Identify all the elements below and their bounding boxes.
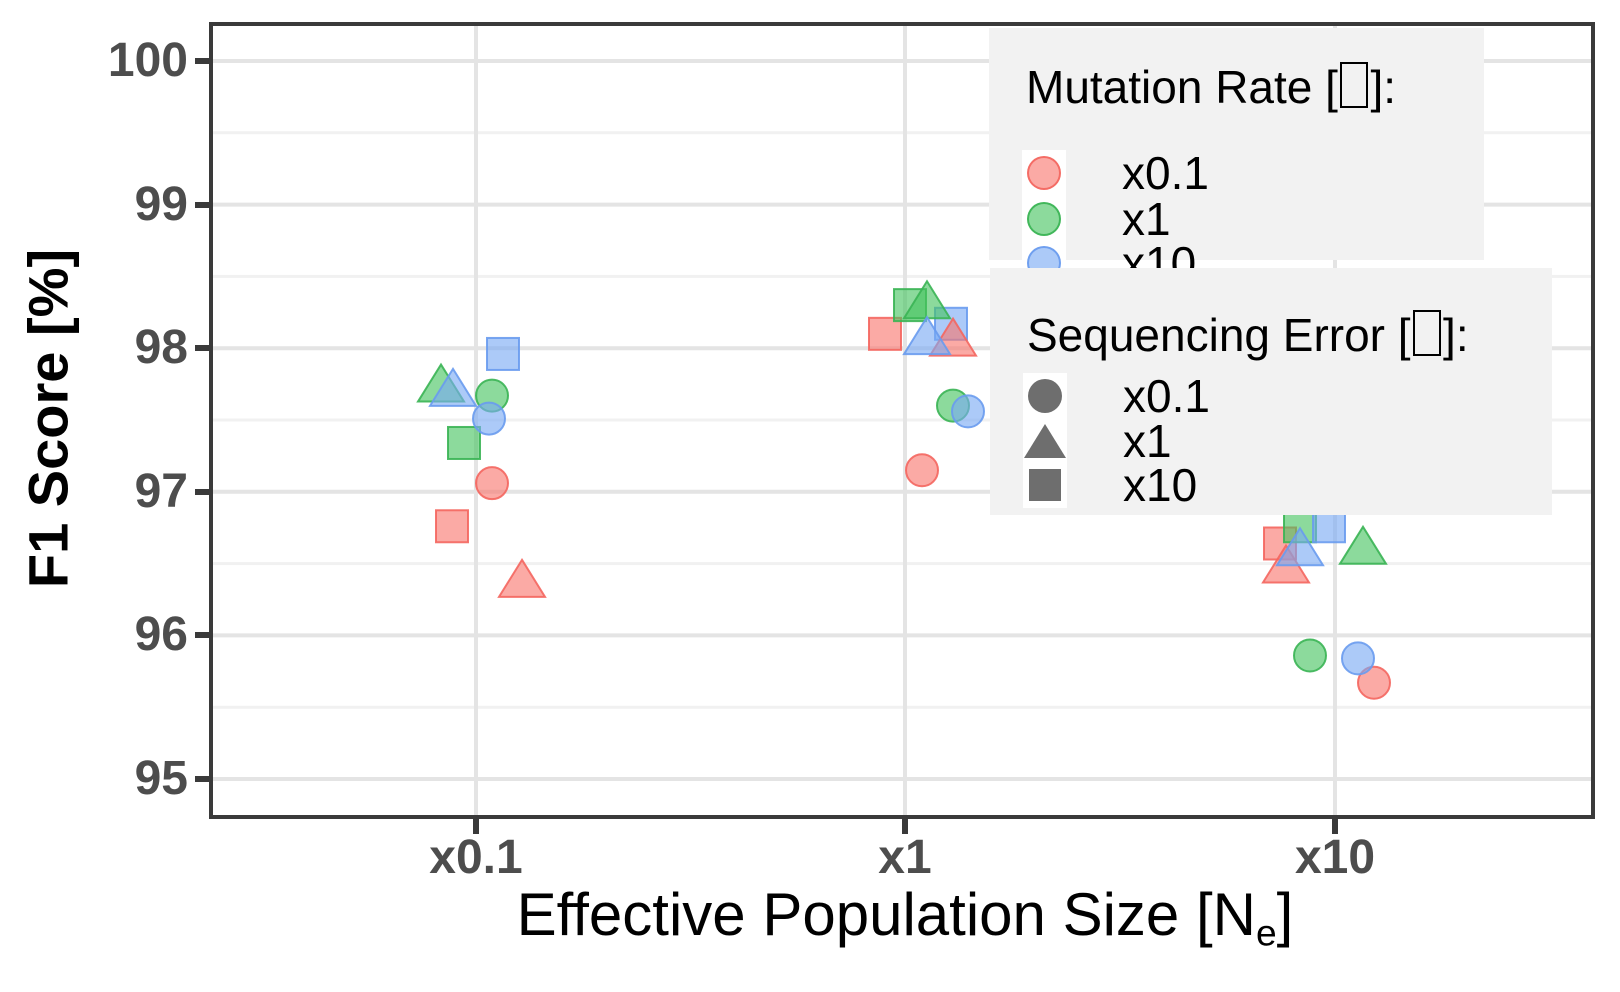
y-tick-mark: [195, 345, 213, 352]
data-point: [868, 316, 902, 351]
data-point: [497, 557, 547, 598]
data-point: [951, 394, 985, 429]
data-point: [1341, 641, 1375, 676]
y-tick-mark: [195, 58, 213, 64]
data-point: [1357, 665, 1391, 700]
missing-glyph-box: [1340, 62, 1369, 108]
y-axis-title: F1 Score [%]: [16, 248, 80, 589]
y-tick-mark: [195, 201, 213, 208]
gray-square-swatch: [1029, 469, 1061, 501]
data-point: [447, 425, 481, 460]
legend-sequencing-error-title: Sequencing Error []:: [1027, 309, 1469, 361]
green-circle-swatch: [1027, 202, 1061, 236]
data-point: [472, 401, 506, 436]
y-tick-mark: [195, 776, 213, 782]
data-point: [428, 366, 478, 407]
y-tick-label: 99: [134, 177, 188, 231]
gray-circle-swatch: [1028, 379, 1062, 413]
data-point: [902, 315, 952, 356]
data-point: [435, 509, 469, 544]
gray-triangle-swatch: [1024, 424, 1066, 458]
legend-mutation-rate: Mutation Rate []: x0.1 x1 x10: [989, 28, 1484, 286]
x-tick-label: x10: [1294, 831, 1376, 884]
y-tick-label: 95: [134, 752, 188, 805]
y-tick-label: 96: [134, 608, 188, 662]
y-tick-label: 98: [134, 321, 188, 375]
data-point: [1338, 524, 1388, 565]
y-tick-label: 100: [107, 34, 188, 87]
data-point: [486, 336, 520, 371]
x-tick-mark: [1332, 816, 1338, 834]
x-axis-title: Effective Population Size [Ne]: [516, 881, 1294, 954]
red-circle-swatch: [1027, 156, 1061, 190]
x-tick-mark: [473, 816, 479, 834]
legend-mutation-rate-title: Mutation Rate []:: [1026, 61, 1396, 113]
data-point: [905, 453, 939, 488]
data-point: [1275, 526, 1325, 567]
y-tick-label: 97: [134, 464, 188, 518]
y-tick-mark: [195, 632, 213, 639]
legend-sequencing-error: Sequencing Error []: x0.1 x1 x10: [990, 268, 1552, 515]
x-tick-mark: [902, 816, 908, 834]
data-point: [1293, 638, 1327, 673]
data-point: [1312, 509, 1346, 544]
data-point: [475, 466, 509, 501]
missing-glyph-box: [1412, 310, 1441, 356]
y-tick-mark: [195, 488, 213, 495]
x-tick-label: x0.1: [429, 831, 523, 884]
x-tick-label: x1: [878, 831, 932, 884]
